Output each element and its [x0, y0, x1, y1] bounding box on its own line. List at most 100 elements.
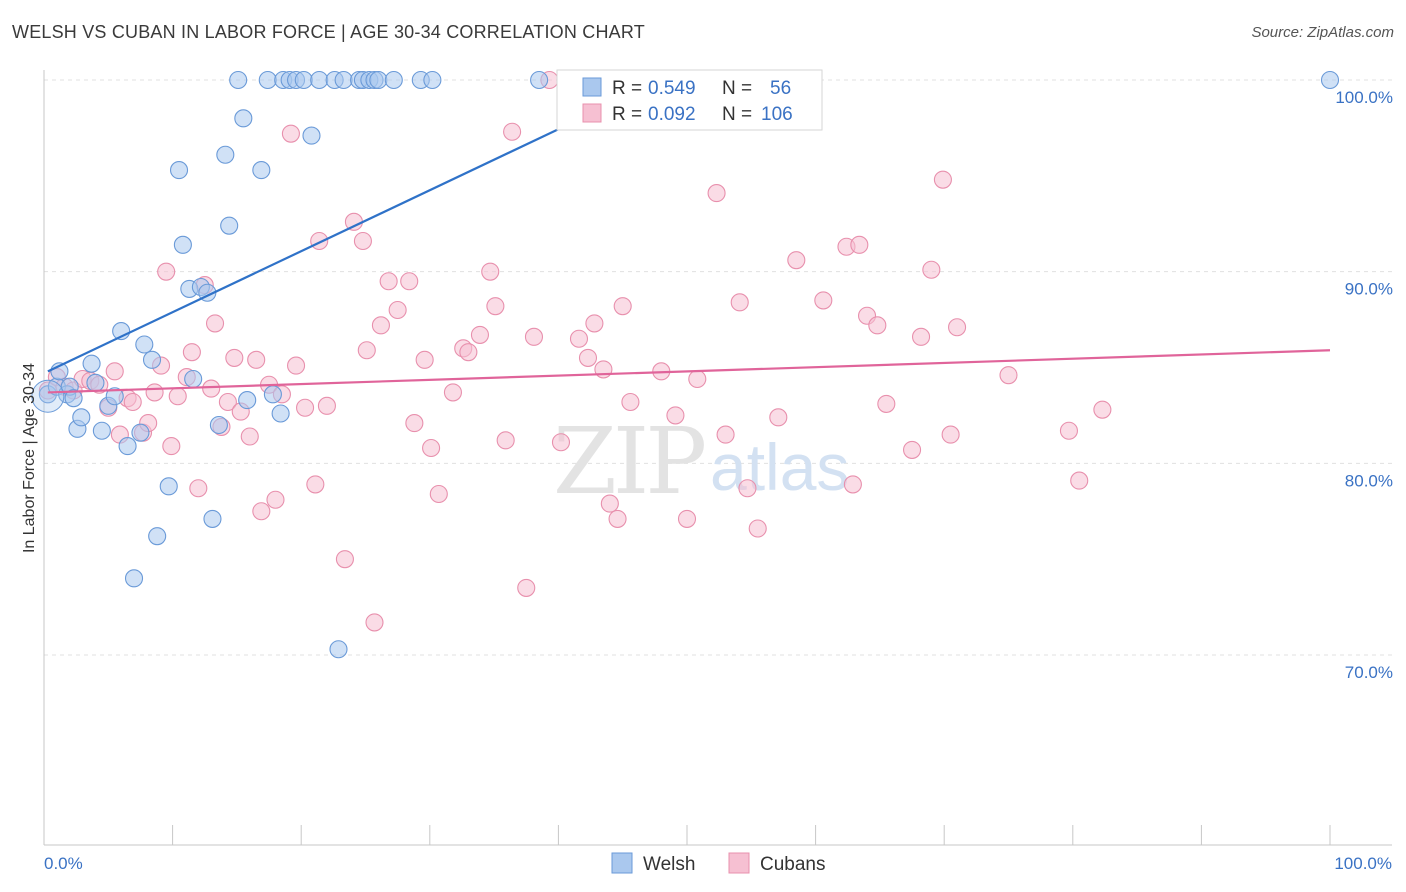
cuban-point [335, 550, 354, 569]
legend-r-label-welsh: R = [612, 78, 642, 99]
cuban-point [202, 379, 221, 398]
bottom-legend-swatch-cubans [728, 852, 750, 874]
trend-lines [47, 88, 1331, 394]
cuban-point [388, 300, 407, 320]
cuban-point [666, 406, 685, 425]
welsh-point [271, 404, 290, 423]
cuban-point [503, 122, 522, 141]
cuban-point [600, 494, 619, 513]
cuban-point [496, 431, 515, 450]
bottom-legend: Welsh Cubans [611, 852, 826, 875]
cuban-point [738, 479, 757, 498]
welsh-point [159, 477, 178, 496]
cuban-point [287, 356, 306, 375]
cuban-point [422, 438, 441, 458]
welsh-point [310, 70, 329, 90]
cuban-point [105, 362, 124, 381]
x-tick-label-min: 0.0% [44, 854, 83, 873]
cuban-point [470, 325, 490, 344]
watermark-atlas: atlas [710, 430, 849, 504]
cuban-point [716, 425, 735, 444]
cuban-point [621, 392, 640, 412]
legend-n-label-cubans: N = [722, 104, 752, 125]
cuban-point [922, 260, 941, 279]
cuban-point [296, 398, 315, 417]
welsh-point [384, 70, 403, 90]
cuban-point [429, 484, 448, 504]
welsh-point [86, 373, 105, 392]
axes [43, 70, 1392, 846]
cuban-point [252, 502, 271, 521]
bottom-legend-swatch-welsh [611, 852, 633, 874]
cuban-point [688, 369, 707, 389]
cuban-point [379, 272, 398, 291]
cuban-point [266, 490, 285, 509]
welsh-cluster-point [31, 379, 65, 413]
cuban-point [551, 433, 571, 452]
welsh-point [369, 70, 388, 90]
cuban-point [933, 170, 952, 189]
chart-title: WELSH VS CUBAN IN LABOR FORCE | AGE 30-3… [12, 22, 645, 42]
welsh-point [72, 408, 91, 427]
cuban-point [902, 440, 922, 459]
cuban-point [344, 212, 363, 231]
cuban-point [189, 479, 208, 498]
cuban-point [843, 475, 862, 494]
welsh-point [294, 70, 313, 90]
welsh-point [220, 216, 239, 235]
welsh-point [184, 369, 203, 389]
cuban-point [218, 392, 237, 412]
welsh-point [209, 415, 228, 435]
cuban-point [608, 509, 627, 528]
cuban-point [317, 396, 336, 415]
cuban-trend-line [47, 349, 1331, 394]
y-axis-title: In Labor Force | Age 30-34 [21, 363, 38, 553]
legend-r-label-cubans: R = [612, 104, 642, 125]
cuban-point [168, 387, 187, 406]
welsh-point [82, 354, 101, 373]
cuban-point [443, 383, 462, 402]
welsh-point [92, 421, 111, 440]
welsh-point [238, 391, 257, 410]
y-tick-label: 80.0% [1345, 471, 1393, 490]
cuban-point [415, 350, 434, 369]
cuban-point [814, 291, 833, 310]
cuban-point [787, 251, 806, 270]
cuban-point [205, 314, 225, 333]
welsh-point [302, 126, 321, 145]
legend-n-value-cubans: 106 [761, 104, 793, 125]
cuban-point [877, 394, 896, 413]
legend-r-value-cubans: 0.092 [648, 104, 696, 125]
cuban-point [405, 414, 424, 433]
welsh-trend-line [47, 88, 643, 373]
watermark: ZIP atlas [553, 408, 849, 515]
x-ticks [43, 825, 1331, 845]
cuban-point [240, 427, 259, 446]
cuban-point [850, 235, 869, 254]
cuban-point [1070, 471, 1089, 490]
cuban-point [353, 231, 372, 251]
welsh-point [263, 385, 282, 404]
cuban-point [1059, 421, 1078, 440]
welsh-point [142, 350, 162, 369]
cuban-point [941, 425, 960, 444]
cuban-point [123, 392, 142, 412]
cuban-point [247, 350, 266, 369]
cuban-point [281, 124, 300, 143]
welsh-point [530, 70, 549, 90]
bottom-legend-label-welsh: Welsh [643, 854, 695, 875]
welsh-points [31, 70, 1340, 659]
y-tick-labels: 100.0% 90.0% 80.0% 70.0% [1335, 88, 1393, 682]
cuban-point [730, 293, 749, 312]
cuban-point [162, 437, 181, 456]
watermark-zip: ZIP [553, 408, 704, 515]
legend-box: R = 0.549 N = 56 R = 0.092 N = 106 [556, 69, 823, 131]
y-tick-label: 70.0% [1345, 663, 1393, 682]
cuban-point [769, 408, 788, 427]
welsh-point [173, 235, 192, 254]
welsh-point [216, 145, 235, 164]
welsh-point [131, 423, 150, 442]
cuban-point [481, 262, 500, 281]
cuban-point [225, 348, 244, 367]
